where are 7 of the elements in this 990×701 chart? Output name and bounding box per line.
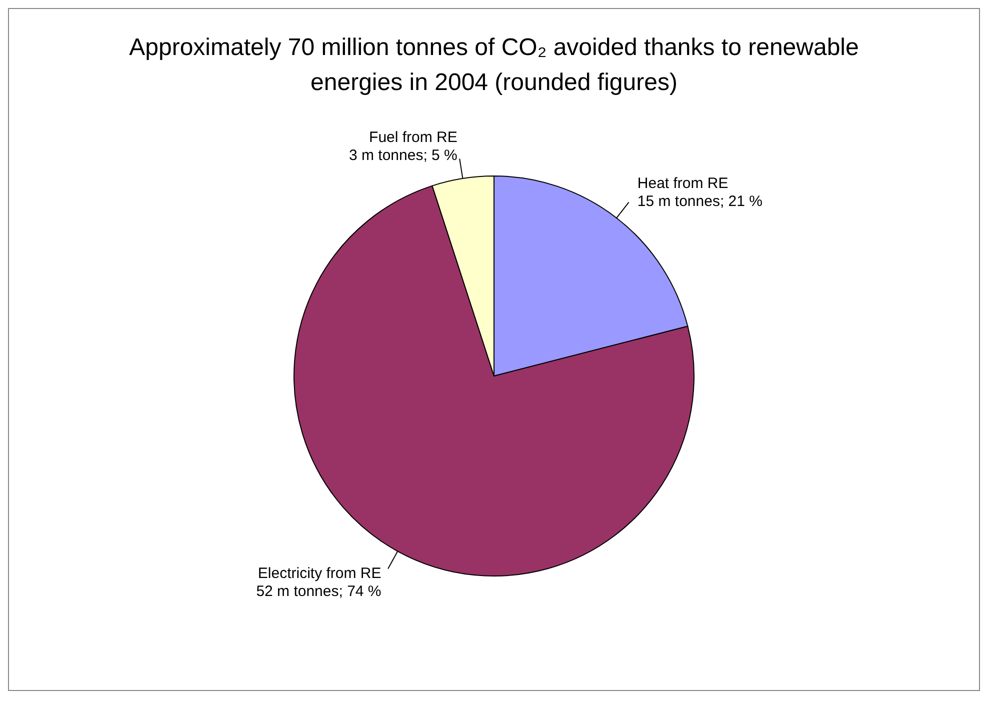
data-label: 15 m tonnes; 21 %: [637, 192, 762, 210]
slice-label: Electricity from RE: [258, 564, 382, 582]
data-label: 3 m tonnes; 5 %: [348, 146, 458, 164]
slice-label: Heat from RE: [637, 174, 728, 192]
data-label: 52 m tonnes; 74 %: [256, 582, 382, 600]
chart-title: Approximately 70 million tonnes of CO₂ avoided thanks to renewable energies in 2004 (rounded figures): [128, 33, 860, 98]
slice-label: Fuel from RE: [369, 128, 458, 146]
